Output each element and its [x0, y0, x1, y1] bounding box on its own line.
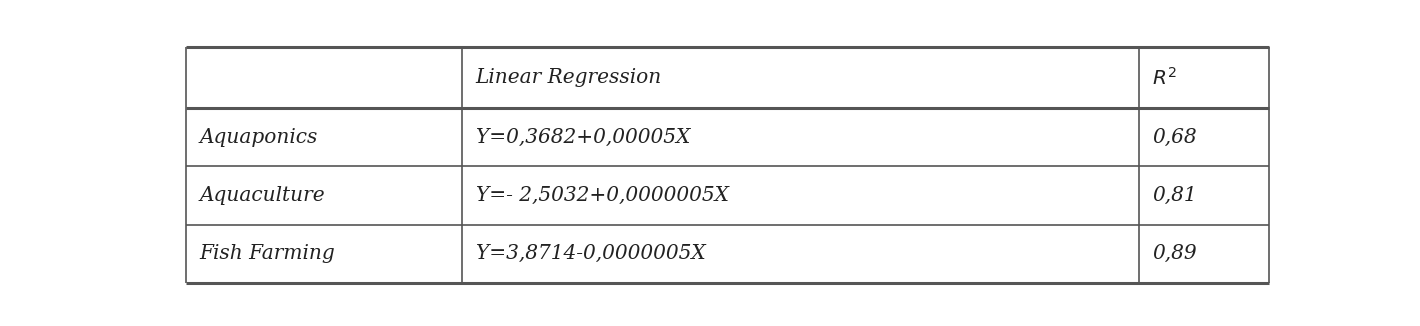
Text: Aquaculture: Aquaculture — [199, 186, 325, 205]
Text: Fish Farming: Fish Farming — [199, 244, 335, 263]
Text: 0,81: 0,81 — [1153, 186, 1197, 205]
Text: Y=3,8714-0,0000005X: Y=3,8714-0,0000005X — [476, 244, 706, 263]
Text: 0,68: 0,68 — [1153, 128, 1197, 147]
Text: Y=- 2,5032+0,0000005X: Y=- 2,5032+0,0000005X — [476, 186, 728, 205]
Text: $\mathit{R}^{2}$: $\mathit{R}^{2}$ — [1153, 67, 1177, 88]
Text: 0,89: 0,89 — [1153, 244, 1197, 263]
Text: Aquaponics: Aquaponics — [199, 128, 318, 147]
Text: Y=0,3682+0,00005X: Y=0,3682+0,00005X — [476, 128, 690, 147]
Text: Linear Regression: Linear Regression — [476, 68, 662, 87]
